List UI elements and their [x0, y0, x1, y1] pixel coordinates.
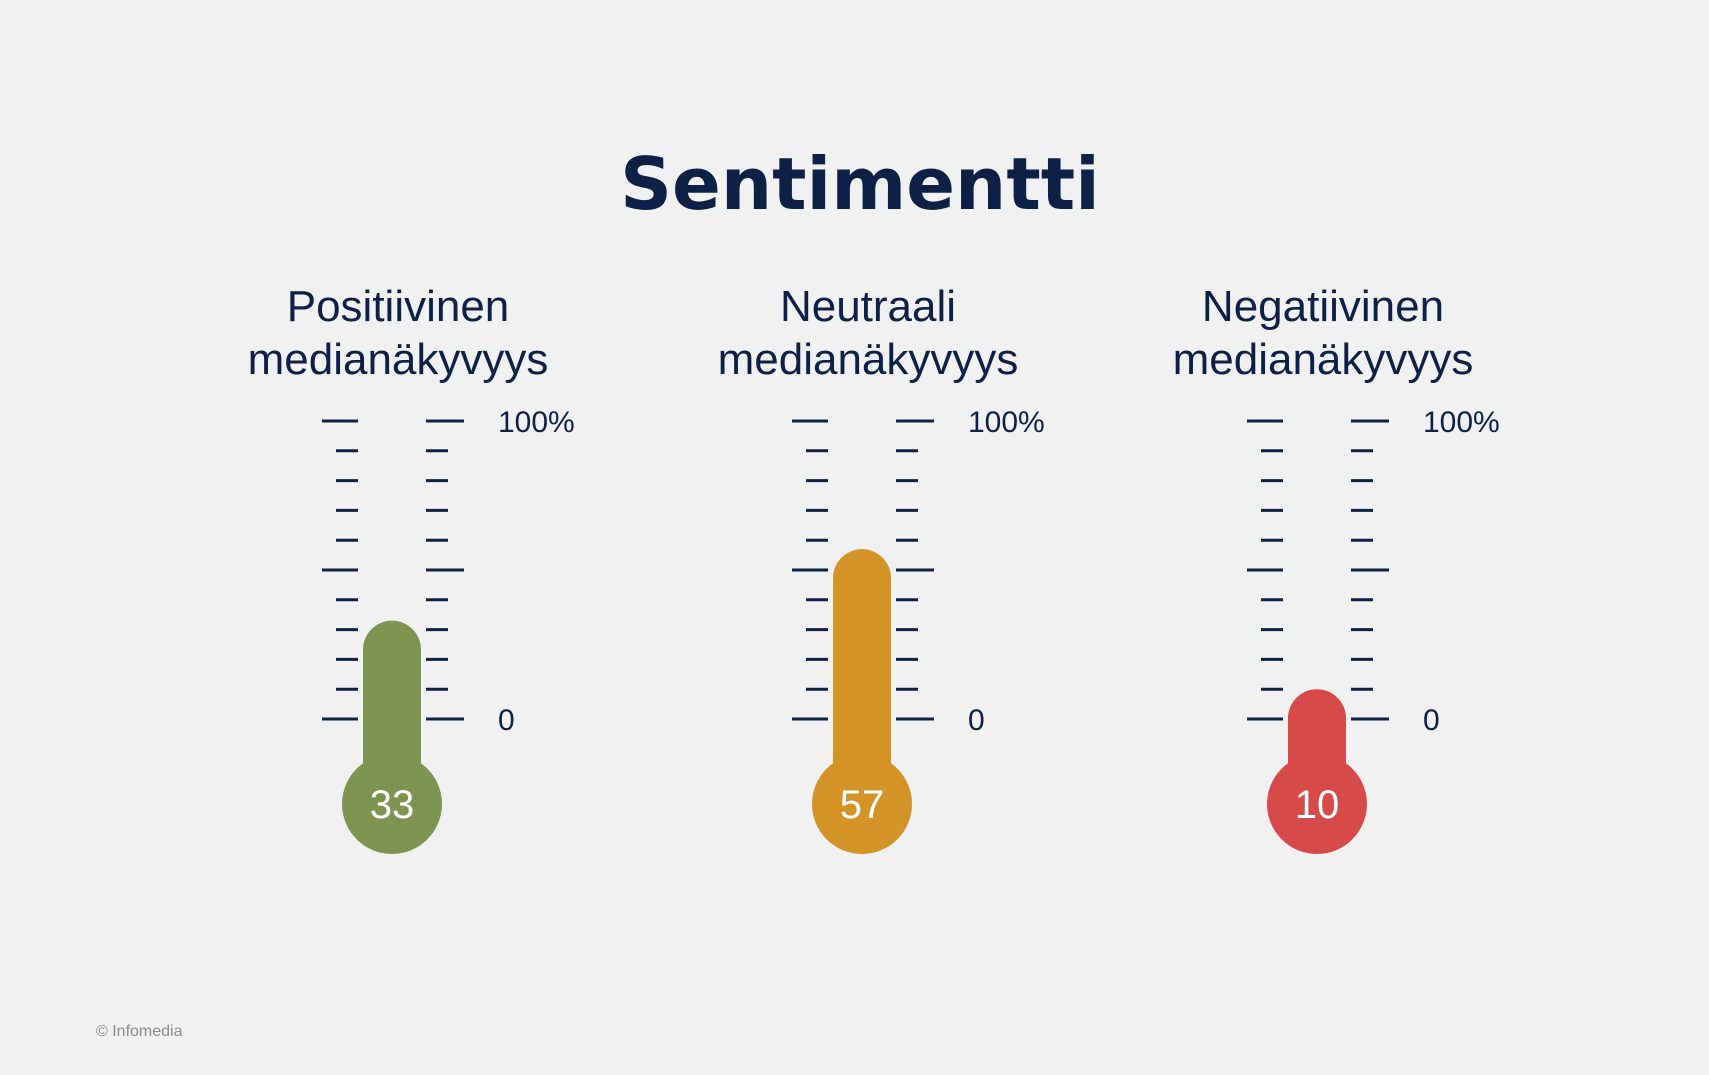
scale-max-label: 100% [1423, 406, 1500, 439]
gauge-label: Positiivinen medianäkyvyys [168, 280, 628, 386]
gauge-svg: 100% 0 33 [322, 406, 575, 854]
gauge-svg: 100% 0 57 [792, 406, 1045, 854]
value-label: 33 [370, 783, 415, 827]
scale-max-label: 100% [498, 406, 575, 439]
scale-min-label: 0 [1423, 704, 1440, 737]
gauge-svg: 100% 0 10 [1247, 406, 1500, 854]
gauge-label: Negatiivinen medianäkyvyys [1093, 280, 1553, 386]
thermometer-bulb [812, 754, 912, 854]
value-label: 10 [1295, 783, 1340, 827]
scale-max-label: 100% [968, 406, 1045, 439]
value-label: 57 [840, 783, 885, 827]
gauge-label-line2: medianäkyvyys [247, 335, 549, 384]
gauge-label-line1: Positiivinen [286, 282, 510, 331]
gauge-positive: Positiivinen medianäkyvyys 100% 0 33 [168, 280, 628, 880]
scale-min-label: 0 [498, 704, 515, 737]
thermometer-bulb [342, 754, 442, 854]
gauge-label-line1: Neutraali [779, 282, 957, 331]
gauge-label-line2: medianäkyvyys [717, 335, 1019, 384]
chart-title: Sentimentti [620, 142, 1100, 226]
gauge-negative: Negatiivinen medianäkyvyys 100% 0 10 [1093, 280, 1553, 880]
gauge-neutral: Neutraali medianäkyvyys 100% 0 57 [638, 280, 1098, 880]
gauge-label-line1: Negatiivinen [1201, 282, 1445, 331]
gauge-label-line2: medianäkyvyys [1172, 335, 1474, 384]
mercury-column [833, 549, 891, 804]
copyright-footer: © Infomedia [96, 1023, 183, 1040]
scale-min-label: 0 [968, 704, 985, 737]
thermometer-bulb [1267, 754, 1367, 854]
gauge-label: Neutraali medianäkyvyys [638, 280, 1098, 386]
